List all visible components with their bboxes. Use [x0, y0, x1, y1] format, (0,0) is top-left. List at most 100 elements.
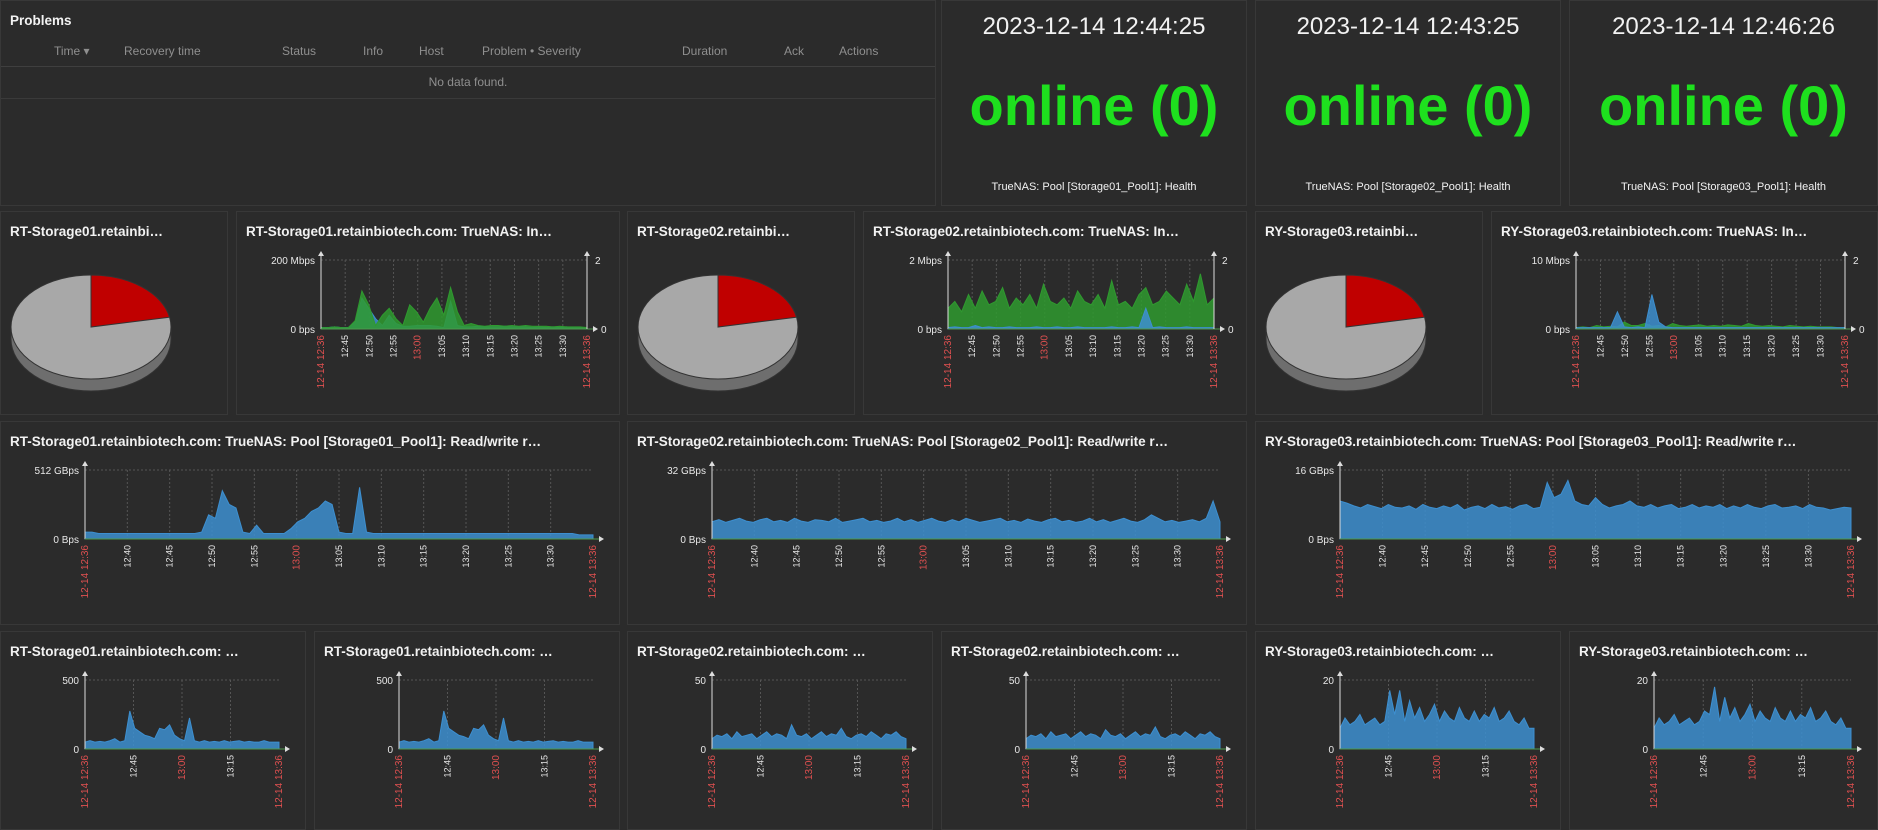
x-end-label: 12-14 13:36 [1215, 545, 1226, 599]
x-tick-label: 13:00 [1040, 335, 1051, 360]
x-tick-label: 13:15 [1481, 755, 1491, 778]
graph-canvas: 50 0 12:45 13:00 13:15 12-14 12:36 12-14 13:36 [695, 671, 917, 809]
y-axis-arrow [318, 251, 324, 256]
series-area-0 [947, 273, 1215, 330]
graph-widget-storage01-small-a: 500 0 12:45 13:00 13:15 12-14 12:36 12-14 13:3… [0, 631, 306, 830]
x-tick-label: 12:50 [834, 545, 844, 568]
y-min-label: 0 Bps [680, 535, 706, 546]
widget-title: RT-Storage01.retainbiotech.com: … [10, 644, 239, 659]
problems-table-header: Time ▾ Recovery time Status Info Host Pr… [1, 39, 935, 67]
x-tick-label: 13:15 [853, 755, 863, 778]
x-end-label: 12-14 13:36 [1846, 545, 1857, 599]
x-tick-label: 12:55 [1016, 335, 1026, 358]
y-right-axis-arrow [584, 251, 590, 256]
y-min-label: 0 [1642, 745, 1648, 756]
x-end-label: 12-14 13:36 [588, 545, 599, 599]
x-tick-label: 13:10 [1633, 545, 1643, 568]
x-tick-label: 13:20 [1767, 335, 1777, 358]
series-area-1 [1575, 294, 1846, 330]
y-max-label: 2 Mbps [909, 256, 942, 267]
status-timestamp: 2023-12-14 12:43:25 [1296, 13, 1520, 40]
graph-widget-storage03-small-b: 20 0 12:45 13:00 13:15 12-14 12:36 12-14 13:36… [1569, 631, 1878, 830]
x-axis-arrow [1851, 326, 1856, 332]
x-start-label: 12-14 12:36 [316, 335, 327, 389]
x-tick-label: 13:15 [1742, 335, 1752, 358]
x-tick-label: 12:45 [1070, 755, 1080, 778]
x-axis-arrow [599, 746, 604, 752]
x-axis-arrow [1226, 746, 1231, 752]
x-tick-label: 13:05 [1693, 335, 1703, 358]
x-tick-label: 13:20 [1136, 335, 1146, 358]
y-max-label: 500 [62, 676, 79, 687]
x-tick-label: 13:05 [1591, 545, 1601, 568]
y-min-label: 0 bps [291, 325, 315, 336]
widget-title: RT-Storage02.retainbiotech.com: TrueNAS:… [637, 434, 1169, 449]
x-end-label: 12-14 13:36 [1529, 755, 1540, 809]
widget-title: RT-Storage01.retainbiotech.com: TrueNAS:… [246, 224, 553, 239]
x-tick-label: 13:15 [485, 335, 495, 358]
x-tick-label: 13:20 [461, 545, 471, 568]
x-tick-label: 13:25 [1130, 545, 1140, 568]
x-tick-label: 13:20 [1718, 545, 1728, 568]
x-tick-label: 13:20 [1088, 545, 1098, 568]
y-right-max-label: 2 [1222, 256, 1228, 267]
x-tick-label: 13:10 [461, 335, 471, 358]
status-timestamp: 2023-12-14 12:44:25 [982, 13, 1206, 40]
series-area-0 [1339, 479, 1852, 540]
column-problem-severity[interactable]: Problem • Severity [482, 44, 581, 58]
y-max-label: 20 [1323, 676, 1335, 687]
column-host[interactable]: Host [419, 44, 444, 58]
y-max-label: 512 GBps [35, 466, 79, 477]
y-min-label: 0 bps [1546, 325, 1570, 336]
series-area-1 [320, 285, 588, 330]
x-axis-arrow [599, 536, 604, 542]
x-tick-label: 13:10 [376, 545, 386, 568]
x-start-label: 12-14 12:36 [943, 335, 954, 389]
y-max-label: 200 Mbps [271, 256, 315, 267]
graph-canvas: 50 0 12:45 13:00 13:15 12-14 12:36 12-14 13:36 [1009, 671, 1231, 808]
series-area-0 [398, 710, 594, 750]
graph-widget-storage02-small-b: 50 0 12:45 13:00 13:15 12-14 12:36 12-14 13:36… [941, 631, 1247, 830]
y-axis-arrow [82, 671, 88, 676]
x-tick-label: 13:00 [1118, 755, 1129, 780]
status-description: TrueNAS: Pool [Storage02_Pool1]: Health [1305, 181, 1511, 193]
y-axis-arrow [1337, 671, 1343, 676]
x-tick-label: 13:10 [1088, 335, 1098, 358]
x-tick-label: 13:30 [1816, 335, 1826, 358]
x-start-label: 12-14 12:36 [707, 755, 718, 809]
y-min-label: 0 [1014, 745, 1020, 756]
x-axis-arrow [1220, 326, 1225, 332]
series-area-0 [84, 710, 280, 750]
problems-empty-text: No data found. [428, 75, 508, 89]
column-duration: Duration [682, 44, 728, 58]
y-axis-arrow [1651, 671, 1657, 676]
status-description: TrueNAS: Pool [Storage01_Pool1]: Health [991, 181, 1197, 193]
y-max-label: 32 GBps [667, 466, 706, 477]
series-area-0 [1339, 690, 1535, 750]
x-tick-label: 12:55 [876, 545, 886, 568]
column-time[interactable]: Time ▾ [54, 44, 90, 58]
x-tick-label: 12:45 [129, 755, 139, 778]
y-axis-arrow [1337, 461, 1343, 466]
x-end-label: 12-14 13:36 [1209, 335, 1220, 389]
widget-title: RT-Storage02.retainbiotech.com: … [951, 644, 1180, 659]
pie-widget-storage03: RY-Storage03.retainbi… [1255, 211, 1483, 415]
x-tick-label: 13:00 [177, 755, 188, 780]
graph-widget-storage01-pool-rw: 512 GBps 0 Bps 12:40 12:45 12:50 12:55 13:00 13… [0, 421, 620, 625]
x-axis-arrow [912, 746, 917, 752]
y-right-min-label: 0 [1859, 325, 1865, 336]
x-tick-label: 13:20 [509, 335, 519, 358]
x-tick-label: 12:50 [1463, 545, 1473, 568]
y-right-max-label: 2 [595, 256, 601, 267]
y-right-axis-arrow [1211, 251, 1217, 256]
x-tick-label: 13:15 [1676, 545, 1686, 568]
series-area-0 [711, 723, 907, 750]
y-min-label: 0 [73, 745, 79, 756]
x-tick-label: 13:05 [334, 545, 344, 568]
x-tick-label: 12:50 [991, 335, 1001, 358]
x-tick-label: 13:00 [804, 755, 815, 780]
pie-widget-storage01: RT-Storage01.retainbi… [0, 211, 228, 415]
pie-chart [1265, 274, 1427, 392]
x-tick-label: 12:50 [1620, 335, 1630, 358]
graph-canvas: 200 Mbps 0 bps 2 0 12:45 12:50 12:55 13:00 13:05… [271, 251, 607, 389]
